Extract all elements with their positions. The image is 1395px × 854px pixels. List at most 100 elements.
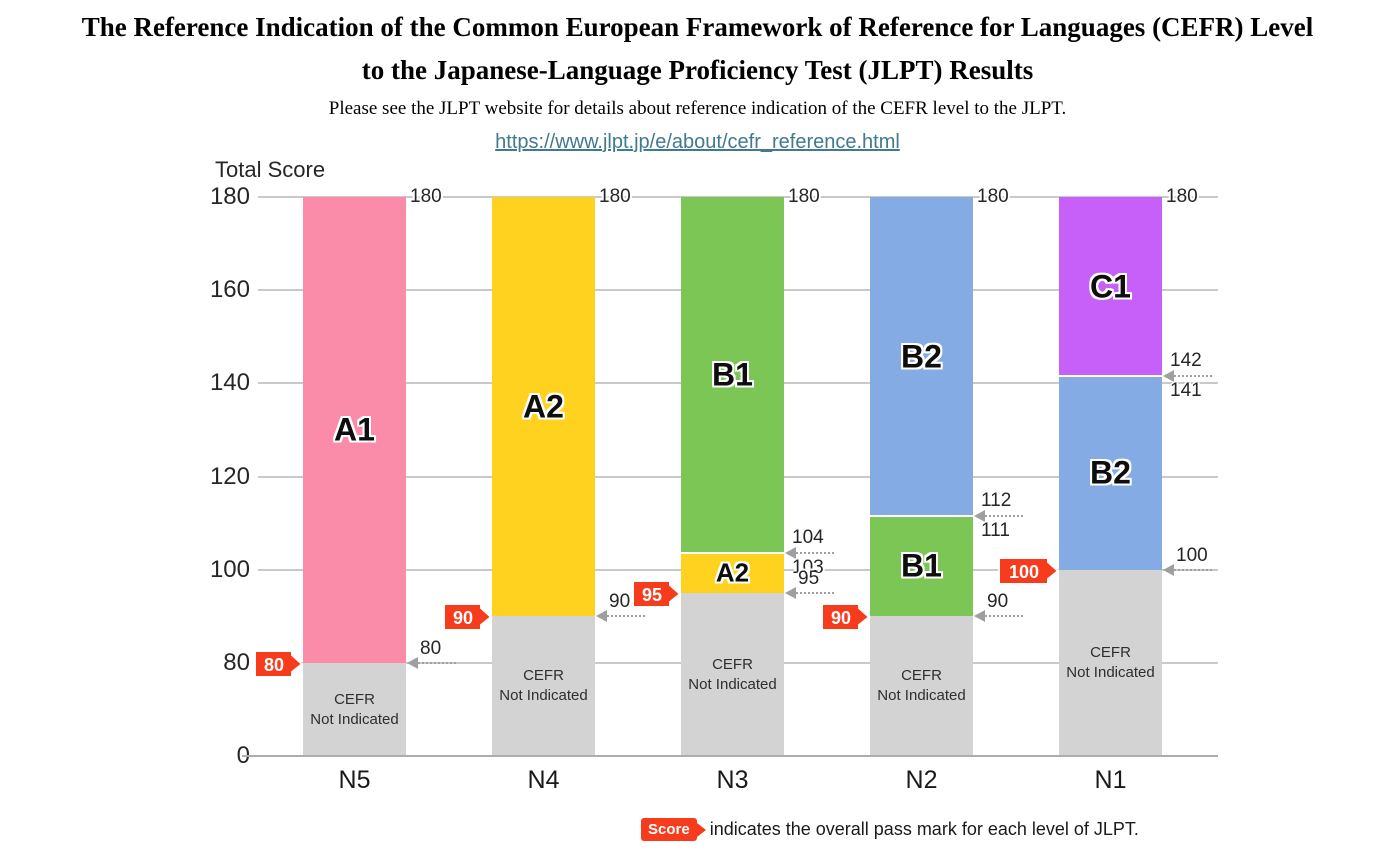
pass-badge-n2: 90 [821,603,871,636]
cefr-not-indicated-line1: CEFR [523,666,564,684]
segment-n5-a1: A1 [303,197,406,663]
ytick-160: 160 [209,276,250,304]
pass-badge-n3: 95 [632,580,682,613]
annotation-dotted-line-n3 [796,552,834,555]
annotation-n1-100: 100 [1176,544,1208,566]
cefr-not-indicated-line2: Not Indicated [499,687,588,705]
ytick-120: 120 [209,462,250,490]
annotation-dotted-line-n1 [1174,568,1212,571]
annotation-n1-141: 141 [1170,380,1202,402]
level-label-n3-b1: B1 [712,356,753,393]
annotation-n3-95: 95 [798,568,820,590]
annotation-n3-104: 104 [792,527,824,549]
annotation-n3-103: 103 [792,557,824,579]
level-label-n1-c1: C1 [1090,268,1131,305]
annotation-n5-180: 180 [410,186,442,207]
annotation-n4-180: 180 [599,186,631,207]
ytick-100: 100 [209,555,250,583]
cefr-not-indicated-line2: Not Indicated [877,687,966,705]
annotation-arrowhead-n1 [1163,563,1174,576]
annotation-n2-180: 180 [977,186,1009,207]
segment-separator-n1 [1059,375,1162,378]
annotation-n1-142: 142 [1170,350,1202,372]
pass-badge-n4: 90 [443,603,493,636]
svg-text:90: 90 [831,608,851,628]
cefr-not-indicated-line2: Not Indicated [310,710,399,728]
score-badge-label: Score [648,821,690,838]
annotation-arrowhead-n3 [785,587,796,600]
cefr-not-indicated-line2: Not Indicated [688,675,777,693]
y-axis-title: Total Score [215,157,326,182]
page-title-line2: to the Japanese-Language Proficiency Tes… [361,55,1034,85]
annotation-dotted-line-n2 [985,615,1023,618]
cefr-not-indicated-line1: CEFR [901,666,942,684]
svg-text:100: 100 [1009,562,1039,582]
xtick-n4: N4 [527,766,560,794]
annotation-n5-80: 80 [420,638,442,659]
pass-badge-shape-n1: 100 [998,556,1060,585]
level-label-n5-a1: A1 [334,411,375,448]
annotation-arrowhead-n2 [974,510,985,523]
legend: Score indicates the overall pass mark fo… [641,818,1139,841]
cefr-not-indicated-line1: CEFR [1090,643,1131,661]
cefr-reference-link[interactable]: https://www.jlpt.jp/e/about/cefr_referen… [495,131,900,153]
pass-badge-n1: 100 [998,556,1060,590]
segment-separator-n2 [870,515,973,518]
cefr-not-indicated-label-n4: CEFR Not Indicated [492,666,595,707]
svg-text:80: 80 [264,655,284,675]
score-badge-arrow-icon [696,822,706,837]
level-label-n2-b2: B2 [901,338,942,375]
pass-badge-shape-n2: 90 [821,603,871,632]
segment-n3-a2: A2 [681,553,784,594]
annotation-dotted-line-n3 [796,592,834,595]
annotation-dotted-line-n2 [985,515,1023,518]
segment-n4-a2: A2 [492,197,595,617]
level-label-n2-b1: B1 [901,547,942,584]
annotation-arrowhead-n4 [596,610,607,623]
cefr-not-indicated-line2: Not Indicated [1066,663,1155,681]
page-title-line1: The Reference Indication of the Common E… [81,12,1314,42]
legend-text: indicates the overall pass mark for each… [709,819,1139,839]
pass-badge-shape-n5: 80 [254,650,304,678]
score-badge-icon: Score [641,818,706,841]
segment-separator-n3 [681,552,784,555]
annotation-dotted-line-n4 [607,615,645,618]
annotation-arrowhead-n3 [785,547,796,560]
segment-n2-cefr-not-indicated: CEFR Not Indicated [870,616,973,756]
cefr-not-indicated-line1: CEFR [712,655,753,673]
svg-text:90: 90 [453,608,473,628]
xtick-n3: N3 [716,766,749,794]
segment-n2-b1: B1 [870,516,973,617]
segment-n1-b2: B2 [1059,376,1162,570]
annotation-arrowhead-n1 [1163,370,1174,383]
pass-badge-n5: 80 [254,650,304,683]
ytick-80: 80 [223,649,250,676]
segment-n2-b2: B2 [870,197,973,517]
x-axis-line [242,755,1218,757]
segment-n1-cefr-not-indicated: CEFR Not Indicated [1059,569,1162,756]
cefr-not-indicated-label-n3: CEFR Not Indicated [681,654,784,695]
annotation-arrowhead-n5 [407,657,418,669]
xtick-n1: N1 [1094,766,1127,794]
cefr-not-indicated-label-n1: CEFR Not Indicated [1059,643,1162,684]
segment-n1-c1: C1 [1059,197,1162,377]
ytick-180: 180 [209,183,250,210]
annotation-n3-180: 180 [788,186,820,207]
annotation-dotted-line-n1 [1174,375,1212,378]
link-row: https://www.jlpt.jp/e/about/cefr_referen… [0,131,1395,154]
cefr-not-indicated-label-n5: CEFR Not Indicated [303,689,406,730]
xtick-n2: N2 [905,766,938,794]
ytick-140: 140 [209,369,250,397]
xtick-n5: N5 [338,766,371,794]
segment-n3-cefr-not-indicated: CEFR Not Indicated [681,593,784,756]
cefr-not-indicated-line1: CEFR [334,690,375,708]
annotation-n2-90: 90 [987,591,1009,613]
segment-n5-cefr-not-indicated: CEFR Not Indicated [303,663,406,756]
annotation-n4-90: 90 [609,591,631,613]
pass-badge-shape-n3: 95 [632,580,682,609]
pass-badge-shape-n4: 90 [443,603,493,632]
svg-text:95: 95 [642,585,662,605]
annotation-n2-111: 111 [981,520,1010,542]
